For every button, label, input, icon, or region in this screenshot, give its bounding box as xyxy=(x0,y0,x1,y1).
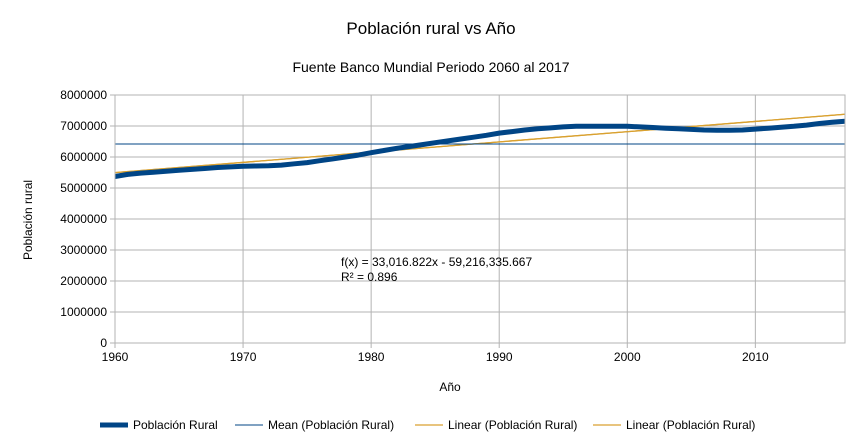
trend-r-squared: R² = 0.896 xyxy=(341,270,398,284)
trend-equation: f(x) = 33,016.822x - 59,216,335.667 xyxy=(341,255,532,269)
x-tick-label: 1990 xyxy=(486,350,513,364)
legend-item-linear-1-label: Linear (Población Rural) xyxy=(448,418,577,432)
legend-item-linear-2-label: Linear (Población Rural) xyxy=(626,418,755,432)
x-tick-labels: 1960 1970 1980 1990 2000 2010 xyxy=(102,350,769,364)
series-layer xyxy=(114,113,846,179)
series-line-poblacion-rural xyxy=(114,118,846,179)
x-tick-label: 1980 xyxy=(358,350,385,364)
legend: Población Rural Mean (Población Rural) Lin… xyxy=(100,418,755,432)
y-axis-label: Población rural xyxy=(21,180,35,260)
x-tick-label: 1970 xyxy=(230,350,257,364)
chart-subtitle: Fuente Banco Mundial Periodo 2060 al 201… xyxy=(292,59,569,75)
x-tick-label: 2010 xyxy=(742,350,769,364)
y-tick-label: 8000000 xyxy=(60,88,107,102)
legend-item-poblacion-rural-label: Población Rural xyxy=(133,418,218,432)
y-tick-label: 1000000 xyxy=(60,305,107,319)
y-tick-label: 4000000 xyxy=(60,212,107,226)
y-tick-label: 5000000 xyxy=(60,181,107,195)
chart-title: Población rural vs Año xyxy=(346,19,515,38)
linear-trend-line-2 xyxy=(114,113,846,174)
y-tick-label: 6000000 xyxy=(60,150,107,164)
legend-item-mean-label: Mean (Población Rural) xyxy=(268,418,394,432)
y-tick-label: 2000000 xyxy=(60,274,107,288)
x-axis-label: Año xyxy=(439,380,461,394)
x-tick-label: 2000 xyxy=(614,350,641,364)
x-tick-label: 1960 xyxy=(102,350,129,364)
y-tick-labels: 0 1000000 2000000 3000000 4000000 5000000 6000… xyxy=(60,88,107,350)
plot-area-frame xyxy=(114,94,846,344)
y-tick-label: 0 xyxy=(100,336,107,350)
y-tick-label: 7000000 xyxy=(60,119,107,133)
y-tick-label: 3000000 xyxy=(60,243,107,257)
grid-lines xyxy=(110,94,845,348)
